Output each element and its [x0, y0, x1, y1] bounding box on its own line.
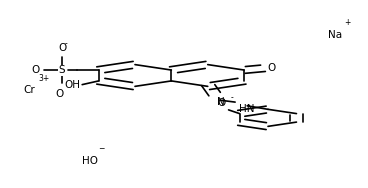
Text: -: - — [65, 39, 68, 48]
Text: Na: Na — [328, 30, 342, 40]
Text: O: O — [267, 63, 275, 73]
Text: +: + — [345, 18, 351, 27]
Text: O: O — [55, 89, 63, 99]
Text: S: S — [59, 65, 66, 75]
Text: O: O — [31, 65, 39, 75]
Text: Cr: Cr — [23, 85, 35, 95]
Text: HO: HO — [82, 156, 98, 166]
Text: -: - — [230, 93, 233, 102]
Text: HN: HN — [239, 104, 254, 114]
Text: O: O — [217, 98, 226, 108]
Text: O: O — [58, 43, 66, 53]
Text: N: N — [217, 97, 224, 108]
Text: OH: OH — [64, 80, 80, 90]
Text: −: − — [98, 144, 105, 153]
Text: 3+: 3+ — [38, 74, 49, 83]
